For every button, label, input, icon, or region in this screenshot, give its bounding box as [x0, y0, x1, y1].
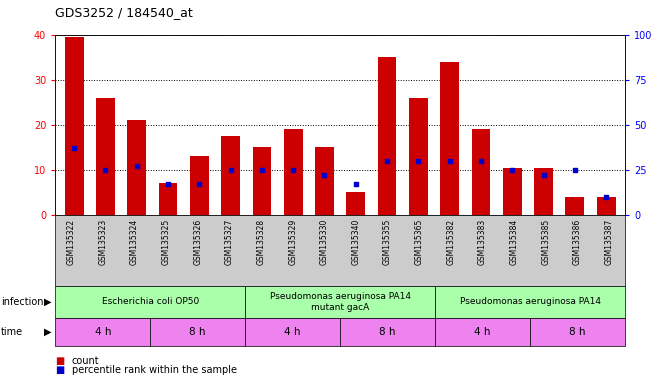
Text: GSM135387: GSM135387 [605, 218, 614, 265]
Point [69, 145, 79, 151]
Text: GDS3252 / 184540_at: GDS3252 / 184540_at [55, 6, 193, 19]
Bar [96, 98, 115, 215]
Text: GSM135322: GSM135322 [66, 218, 76, 265]
Point [194, 181, 204, 187]
Text: ▶: ▶ [44, 327, 51, 337]
Bar [346, 192, 365, 215]
Text: GSM135355: GSM135355 [383, 218, 392, 265]
Point [476, 158, 486, 164]
Text: 8 h: 8 h [189, 327, 206, 337]
Point [538, 172, 549, 179]
Bar [221, 136, 240, 215]
Point [319, 172, 329, 179]
Point [382, 158, 393, 164]
Text: GSM135330: GSM135330 [320, 218, 329, 265]
Point [351, 181, 361, 187]
Text: GSM135329: GSM135329 [288, 218, 297, 265]
Text: 4 h: 4 h [94, 327, 111, 337]
Bar [409, 98, 428, 215]
Text: GSM135323: GSM135323 [98, 218, 107, 265]
Point [570, 167, 580, 173]
Text: GSM135382: GSM135382 [447, 218, 456, 265]
Text: GSM135325: GSM135325 [161, 218, 171, 265]
Point [163, 181, 173, 187]
Bar [253, 147, 271, 215]
Text: GSM135327: GSM135327 [225, 218, 234, 265]
Point [132, 163, 142, 169]
Text: count: count [72, 356, 99, 366]
Text: GSM135384: GSM135384 [510, 218, 519, 265]
Point [507, 167, 518, 173]
Point [413, 158, 424, 164]
Bar [534, 168, 553, 215]
Text: ▶: ▶ [44, 297, 51, 307]
Point [445, 158, 455, 164]
Bar [128, 120, 146, 215]
Text: percentile rank within the sample: percentile rank within the sample [72, 365, 236, 375]
Point [288, 167, 298, 173]
Text: GSM135386: GSM135386 [573, 218, 582, 265]
Text: Escherichia coli OP50: Escherichia coli OP50 [102, 297, 199, 306]
Text: GSM135365: GSM135365 [415, 218, 424, 265]
Bar [440, 62, 459, 215]
Text: Pseudomonas aeruginosa PA14
mutant gacA: Pseudomonas aeruginosa PA14 mutant gacA [270, 292, 411, 311]
Point [225, 167, 236, 173]
Text: 8 h: 8 h [569, 327, 586, 337]
Bar [378, 57, 396, 215]
Bar [597, 197, 616, 215]
Text: GSM135324: GSM135324 [130, 218, 139, 265]
Bar [315, 147, 334, 215]
Text: 4 h: 4 h [475, 327, 491, 337]
Text: ■: ■ [55, 365, 64, 375]
Bar [64, 37, 83, 215]
Bar [190, 156, 209, 215]
Text: GSM135326: GSM135326 [193, 218, 202, 265]
Point [601, 194, 611, 200]
Text: 4 h: 4 h [284, 327, 301, 337]
Text: GSM135385: GSM135385 [542, 218, 550, 265]
Bar [471, 129, 490, 215]
Text: GSM135340: GSM135340 [352, 218, 361, 265]
Bar [159, 184, 177, 215]
Bar [284, 129, 303, 215]
Point [256, 167, 267, 173]
Bar [566, 197, 584, 215]
Text: time: time [1, 327, 23, 337]
Bar [503, 168, 521, 215]
Text: GSM135328: GSM135328 [256, 218, 266, 265]
Text: Pseudomonas aeruginosa PA14: Pseudomonas aeruginosa PA14 [460, 297, 600, 306]
Point [100, 167, 111, 173]
Text: infection: infection [1, 297, 43, 307]
Text: GSM135383: GSM135383 [478, 218, 487, 265]
Text: 8 h: 8 h [380, 327, 396, 337]
Text: ■: ■ [55, 356, 64, 366]
